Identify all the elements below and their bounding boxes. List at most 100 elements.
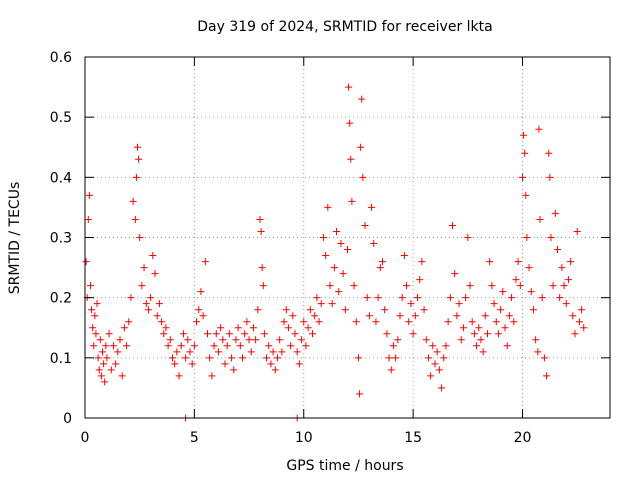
data-point	[348, 197, 356, 205]
data-point	[545, 149, 553, 157]
data-point	[131, 215, 139, 223]
data-point	[166, 336, 174, 344]
data-point	[370, 240, 378, 248]
data-point	[389, 342, 397, 350]
data-point	[257, 227, 265, 235]
data-point	[300, 318, 308, 326]
data-point	[322, 252, 330, 260]
data-point	[252, 336, 260, 344]
data-point	[337, 240, 345, 248]
data-point	[392, 354, 400, 362]
data-point	[339, 270, 347, 278]
data-point	[551, 209, 559, 217]
data-point	[512, 276, 520, 284]
data-point	[383, 330, 391, 338]
data-point	[102, 342, 110, 350]
data-point	[269, 348, 277, 356]
data-point	[259, 282, 267, 290]
data-point	[333, 227, 341, 235]
data-point	[219, 336, 227, 344]
data-point	[129, 197, 137, 205]
data-point	[134, 143, 141, 151]
chart-title: Day 319 of 2024, SRMTID for receiver lkt…	[197, 19, 492, 35]
data-point	[409, 330, 417, 338]
data-point	[414, 294, 421, 302]
data-point	[381, 306, 389, 314]
data-point	[350, 282, 358, 290]
data-point	[228, 354, 236, 362]
data-point	[558, 264, 566, 272]
data-point	[578, 306, 586, 314]
data-point	[433, 348, 441, 356]
data-point	[114, 348, 122, 356]
data-point	[520, 131, 528, 139]
data-point	[481, 312, 489, 320]
y-tick-label: 0.1	[50, 351, 72, 367]
data-point	[449, 221, 456, 229]
data-point	[416, 276, 424, 284]
data-point	[271, 366, 279, 374]
data-point	[89, 324, 97, 332]
data-point	[276, 336, 284, 344]
y-axis-label: SRMTID / TECUs	[7, 182, 23, 295]
data-point	[385, 354, 393, 362]
data-point	[335, 288, 343, 296]
data-point	[291, 330, 299, 338]
data-point	[188, 360, 196, 368]
data-point	[93, 300, 101, 308]
data-point	[97, 372, 105, 380]
data-point	[567, 258, 575, 266]
data-point	[295, 360, 303, 368]
data-point	[197, 288, 205, 296]
data-point	[171, 360, 179, 368]
data-point	[468, 318, 476, 326]
data-point	[411, 312, 419, 320]
data-point	[477, 336, 485, 344]
data-point	[204, 330, 211, 338]
data-point	[492, 318, 500, 326]
data-point	[225, 330, 233, 338]
data-point	[365, 312, 373, 320]
data-point	[135, 155, 143, 163]
data-point	[123, 342, 131, 350]
data-point	[444, 318, 452, 326]
data-point	[221, 360, 229, 368]
data-point	[394, 336, 402, 344]
data-point	[580, 324, 588, 332]
data-point	[505, 312, 513, 320]
data-point	[527, 288, 535, 296]
data-point	[345, 83, 353, 91]
data-point	[116, 336, 124, 344]
data-point	[418, 258, 426, 266]
data-point	[243, 318, 251, 326]
data-point	[199, 312, 207, 320]
data-point	[400, 252, 408, 260]
data-point	[223, 342, 231, 350]
data-point	[144, 306, 152, 314]
data-point	[573, 227, 581, 235]
data-point	[149, 252, 157, 260]
data-point	[344, 246, 351, 254]
data-point	[88, 306, 96, 314]
data-point	[532, 336, 540, 344]
data-point	[508, 294, 516, 302]
data-point	[179, 330, 187, 338]
data-point	[499, 288, 507, 296]
data-point	[522, 191, 530, 199]
data-points	[82, 83, 588, 422]
data-point	[405, 318, 413, 326]
data-point	[464, 234, 472, 241]
data-point	[190, 342, 198, 350]
data-point	[488, 282, 496, 290]
data-point	[438, 384, 446, 392]
data-point	[140, 264, 148, 272]
data-point	[554, 246, 561, 254]
x-tick-label: 5	[190, 430, 199, 446]
y-tick-label: 0.6	[50, 50, 72, 66]
data-point	[525, 264, 533, 272]
data-point	[317, 300, 325, 308]
x-tick-label: 20	[514, 430, 532, 446]
data-point	[313, 294, 321, 302]
data-point	[249, 324, 257, 332]
data-point	[311, 312, 319, 320]
